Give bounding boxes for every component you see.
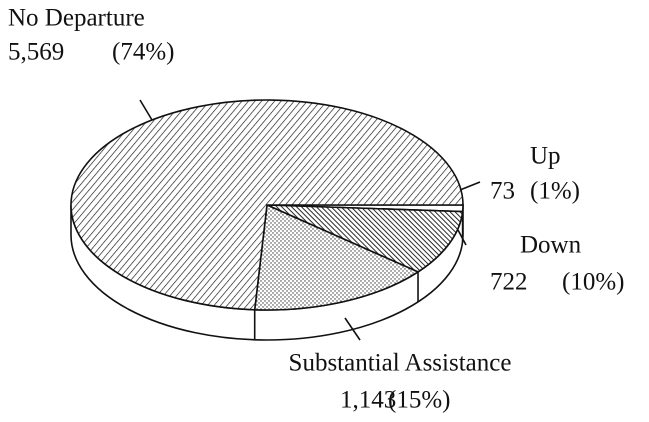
count-label: 1,143 [340, 387, 396, 414]
leader-lines [139, 99, 481, 341]
slice [253, 203, 420, 311]
labels: No Departure 5,569 (74%) Up 73 (1%) Down 722 (10… [8, 5, 624, 414]
percent-label: (74%) [112, 39, 174, 66]
count-label: 722 [490, 269, 528, 296]
pie [70, 99, 464, 341]
slice [266, 204, 464, 273]
count-label: 73 [490, 178, 515, 205]
percent-label: (1%) [530, 178, 580, 205]
slice [70, 99, 464, 311]
slice-label: Substantial Assistance [289, 350, 512, 377]
percent-label: (10%) [562, 269, 624, 296]
slice-label: Up [530, 143, 561, 170]
slice-label: No Departure [8, 5, 145, 32]
slice-label: Down [520, 232, 582, 259]
count-label: 5,569 [8, 39, 64, 66]
percent-label: (15%) [388, 387, 450, 414]
